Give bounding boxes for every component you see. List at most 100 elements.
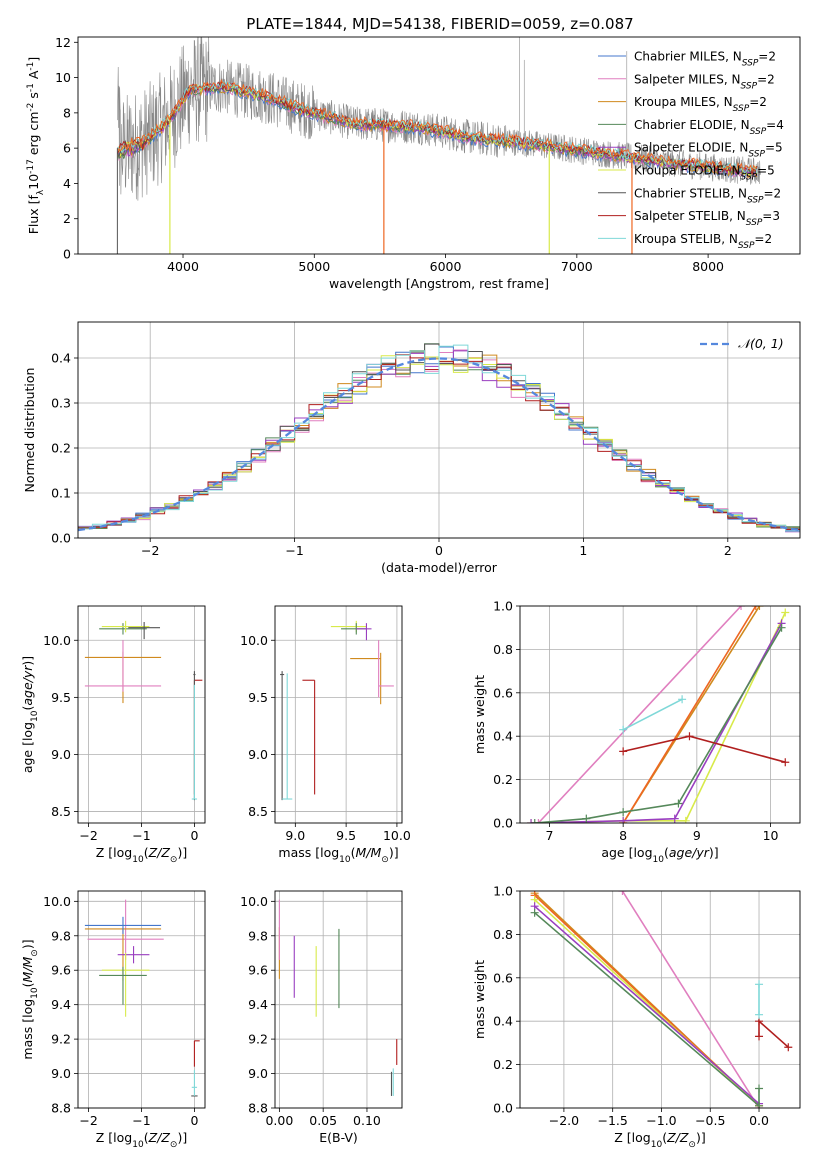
chart-residuals: −2 −1 0 1 2 0.0 0.1 0.2 0.3 0.4 𝒩(0, 1) (data-model… <box>22 321 801 575</box>
y-tick-label: 0.6 <box>493 970 513 985</box>
chart-mass_vs_ebv: 0.00 0.05 0.10 8.8 9.0 9.2 9.4 9.6 9.8 10.0 E(B-V) <box>240 890 403 1145</box>
grid-mass_vs_Z <box>78 891 205 1109</box>
legend-label: Chabrier STELIB, NSSP=2 <box>634 186 781 205</box>
weight-marker <box>755 980 764 989</box>
y-tick-label: 10.0 <box>240 633 268 648</box>
x-axis-label: mass [log10(M/M⊙)] <box>278 845 398 865</box>
axes-frame <box>519 890 801 1109</box>
model-spectrum <box>116 79 758 176</box>
errorbar-point <box>378 640 394 698</box>
axes-frame <box>77 36 801 255</box>
grid-weight_vs_age <box>520 605 800 824</box>
weight-marker <box>582 814 591 823</box>
y-tick-label: 0.4 <box>51 351 71 366</box>
x-tick-label: −2 <box>141 543 159 558</box>
y-tick-label: 10 <box>55 70 71 85</box>
figure-title: PLATE=1844, MJD=54138, FIBERID=0059, z=0… <box>246 15 633 33</box>
y-tick-label: 0.2 <box>493 772 513 787</box>
errorbar-point <box>101 620 150 633</box>
y-tick-label: 0.2 <box>493 1057 513 1072</box>
weight-marker <box>534 819 543 823</box>
chart-spectrum: 4000 5000 6000 7000 8000 0 2 4 6 8 10 12 wavelength … <box>26 35 801 291</box>
x-tick-label: −2 <box>79 828 97 843</box>
legend-label: 𝒩(0, 1) <box>738 336 784 351</box>
weight-series <box>622 698 683 731</box>
weight-marker <box>681 816 690 823</box>
x-tick-label: 7 <box>545 828 553 843</box>
plot-area-mass_vs_ebv <box>278 899 398 1096</box>
errorbar-point <box>128 621 161 640</box>
errorbar-point <box>99 966 147 1005</box>
y-tick-label: 0.6 <box>493 685 513 700</box>
y-tick-label: 9.0 <box>248 747 268 762</box>
axes-frame <box>274 605 403 824</box>
errorbar-point <box>302 679 316 795</box>
legend-label: Kroupa STELIB, NSSP=2 <box>634 232 772 251</box>
y-tick-label: 9.2 <box>248 1032 268 1047</box>
y-tick-label: 0.8 <box>493 927 513 942</box>
y-tick-label: 9.0 <box>51 747 71 762</box>
x-tick-label: 0.10 <box>353 1113 381 1128</box>
x-tick-label: 9.5 <box>336 828 356 843</box>
x-tick-label: 8 <box>619 828 627 843</box>
errorbar-point <box>191 684 198 800</box>
errorbar-point <box>350 652 382 705</box>
x-tick-label: −2 <box>79 1113 97 1128</box>
plot-area-age_vs_mass <box>280 620 394 801</box>
y-tick-label: 0.4 <box>493 729 513 744</box>
errorbar-point <box>99 623 147 635</box>
y-tick-label: 1.0 <box>493 884 513 899</box>
errorbar-point <box>356 623 372 641</box>
x-tick-label: 9.0 <box>285 828 305 843</box>
weight-marker <box>755 606 764 610</box>
y-tick-label: 9.5 <box>51 690 71 705</box>
errorbar-point <box>117 946 150 964</box>
weight-marker <box>781 608 790 617</box>
chart-weight_vs_age: 7 8 9 10 0.0 0.2 0.4 0.6 0.8 1.0 age [log10(age/yr… <box>472 599 801 865</box>
y-tick-label: 0.3 <box>51 396 71 411</box>
weight-series <box>537 606 742 823</box>
legend-label: Kroupa ELODIE, NSSP=5 <box>634 164 775 183</box>
weight-marker <box>737 606 746 610</box>
y-tick-label: 9.2 <box>51 1032 71 1047</box>
legend-label: Chabrier MILES, NSSP=2 <box>634 50 776 69</box>
model-spectrum <box>117 86 758 179</box>
weight-marker <box>674 799 683 808</box>
weight-marker <box>530 819 539 823</box>
residual-histogram <box>78 344 800 532</box>
y-tick-label: 0.0 <box>51 531 71 546</box>
y-axis-label: Normed distribution <box>22 368 37 493</box>
weight-series <box>534 912 760 1108</box>
weight-marker <box>755 1101 764 1108</box>
x-tick-label: 0 <box>190 828 198 843</box>
errorbar-point <box>191 1070 198 1096</box>
weight-marker <box>527 819 536 823</box>
y-tick-label: 0 <box>63 247 71 262</box>
weight-marker <box>755 1010 764 1019</box>
x-tick-label: −1.0 <box>646 1113 676 1128</box>
y-tick-label: 9.4 <box>248 997 268 1012</box>
axes-frame <box>77 890 206 1109</box>
y-tick-label: 1.0 <box>493 599 513 614</box>
weight-marker <box>755 1032 764 1041</box>
weight-marker <box>619 808 628 817</box>
y-tick-label: 0.1 <box>51 486 71 501</box>
plot-area-spectrum <box>116 37 761 254</box>
weight-series <box>622 606 757 823</box>
y-tick-label: 2 <box>63 211 71 226</box>
y-tick-label: 9.0 <box>248 1066 268 1081</box>
y-axis-label: age [log10(age/yr)] <box>20 656 40 773</box>
axes-frame <box>77 321 801 539</box>
weight-series <box>758 1019 789 1048</box>
gaussian-curve <box>78 357 800 532</box>
y-tick-label: 10.0 <box>43 633 71 648</box>
weight-series <box>531 623 783 823</box>
plot-area-weight_vs_Z <box>530 891 793 1108</box>
x-tick-label: 9 <box>693 828 701 843</box>
x-tick-label: −0.5 <box>695 1113 725 1128</box>
x-tick-label: 0.00 <box>265 1113 293 1128</box>
y-tick-label: 8.5 <box>248 804 268 819</box>
legend-label: Salpeter ELODIE, NSSP=5 <box>634 141 783 160</box>
weight-marker <box>751 606 760 610</box>
